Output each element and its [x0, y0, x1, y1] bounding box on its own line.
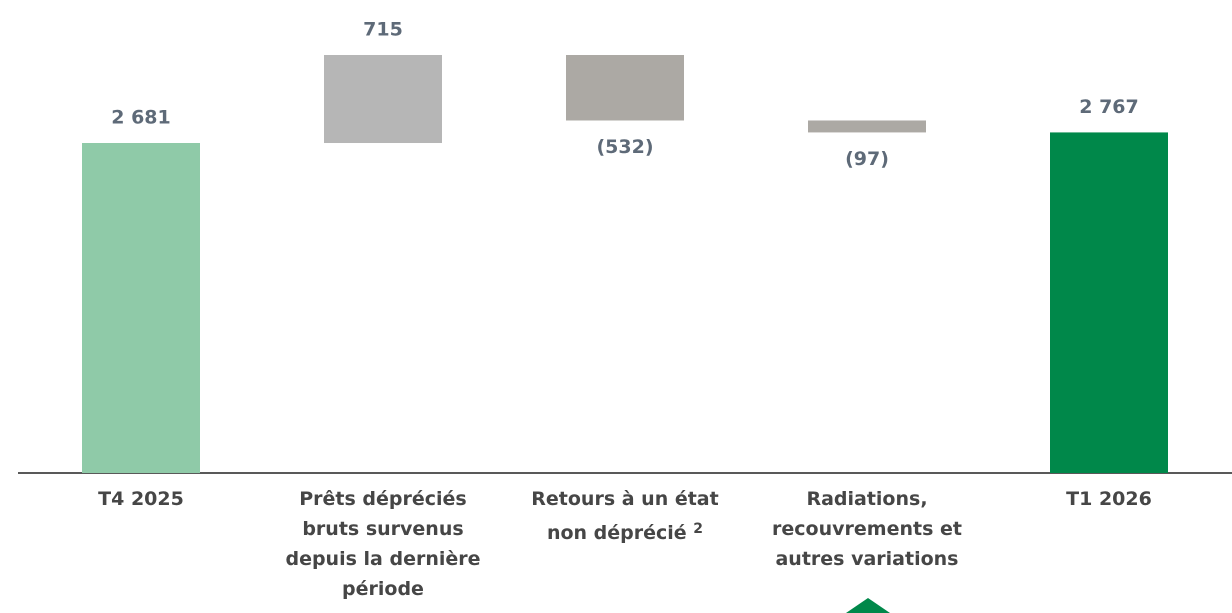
logo-fragment	[846, 598, 890, 613]
category-label: Radiations, recouvrements et autres vari…	[754, 484, 980, 574]
bar	[566, 55, 684, 121]
category-label: T1 2026	[996, 484, 1222, 514]
category-text: T1 2026	[1066, 488, 1152, 510]
category-text: T4 2025	[98, 488, 184, 510]
value-label: (97)	[845, 148, 889, 170]
footnote-mark: 2	[693, 521, 704, 537]
category-label: Prêts dépréciés bruts survenus depuis la…	[270, 484, 496, 604]
value-label: 2 767	[1079, 96, 1139, 118]
value-label: (532)	[596, 136, 653, 158]
bar	[82, 143, 200, 474]
bar	[1050, 132, 1168, 473]
category-text: Prêts dépréciés bruts survenus depuis la…	[285, 488, 481, 600]
bar	[808, 120, 926, 133]
value-label: 2 681	[111, 107, 171, 129]
category-text: Radiations, recouvrements et autres vari…	[772, 488, 962, 570]
category-text: Retours à un état non déprécié	[531, 488, 719, 544]
value-label: 715	[363, 19, 403, 41]
bar	[324, 55, 442, 144]
category-label: T4 2025	[28, 484, 254, 514]
category-label: Retours à un état non déprécié 2	[512, 484, 738, 548]
